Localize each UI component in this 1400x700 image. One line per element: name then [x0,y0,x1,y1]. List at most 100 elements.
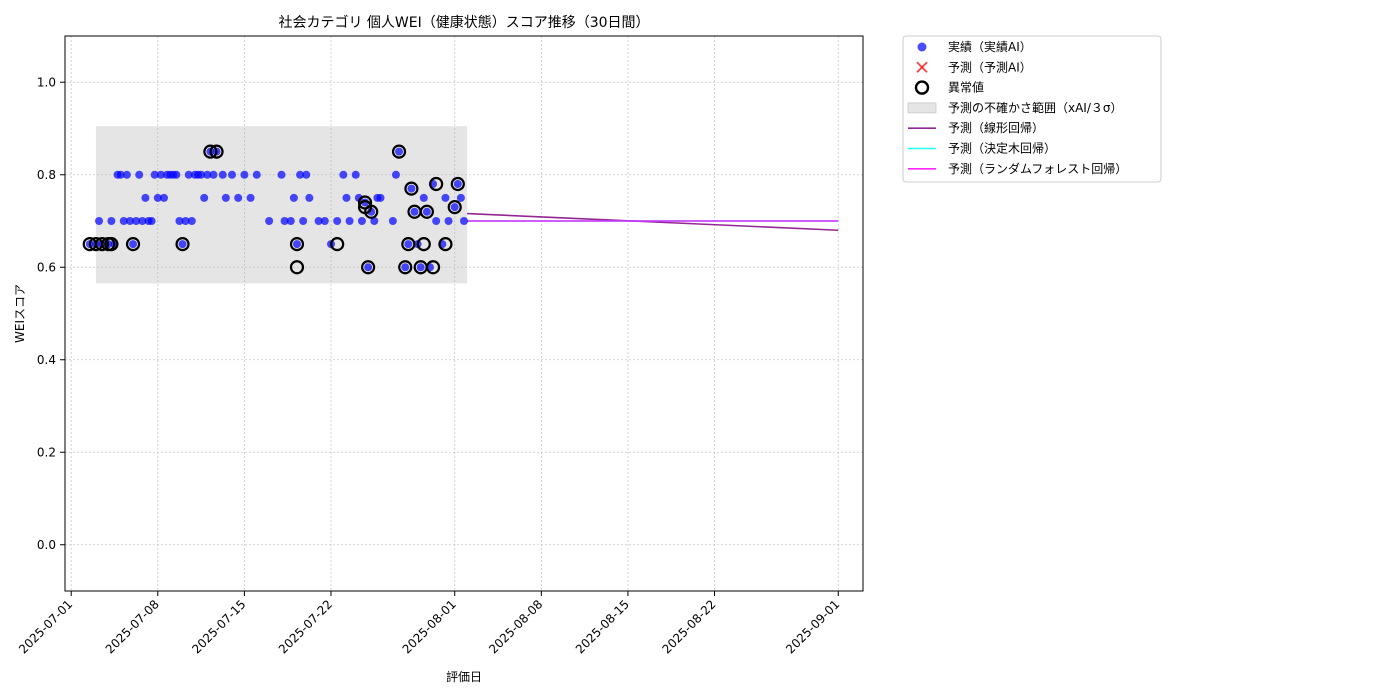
plot-area-frame [64,35,864,592]
actual-point [302,170,311,179]
actual-point [252,170,261,179]
anomaly-marker [289,237,305,252]
actual-point [159,193,168,202]
actual-point [95,217,104,225]
actual-point [401,263,410,272]
anomaly-marker [429,176,444,192]
anomaly-marker [95,237,110,252]
anomaly-marker [289,260,305,275]
anomaly-marker [416,237,431,252]
actual-point [178,240,187,249]
actual-point [153,193,162,202]
anomaly-marker [419,204,434,219]
x-axis-title: 評価日 [446,669,482,684]
anomaly-marker [425,260,441,275]
legend-entry-label: 実績（実績AI） [948,39,1032,54]
anomaly-marker [209,144,224,159]
actual-point [320,217,329,225]
legend-entry-label: 予測（線形回帰） [948,120,1044,135]
actual-point [416,263,425,272]
anomaly-marker [104,237,119,252]
actual-point [289,193,298,202]
actual-point [460,217,468,225]
forecast-lines-layer [467,212,839,232]
anomaly-marker [391,144,407,159]
actual-point [280,217,289,225]
legend-box [902,35,1162,183]
actual-point [181,217,190,225]
actual-point [116,170,125,179]
anomaly-markers-layer [82,144,465,275]
actual-point [357,217,366,225]
actual-point [404,240,413,249]
anomaly-marker [330,237,345,252]
actual-point [122,170,131,179]
actual-point [175,217,184,225]
actual-point [246,193,255,202]
anomaly-marker [125,237,141,252]
actual-point [376,193,385,202]
actual-point [296,170,305,179]
actual-point [265,217,274,225]
actual-point [432,217,441,225]
anomaly-marker [447,200,462,215]
actual-point [150,170,159,179]
actual-point [240,170,249,179]
anomaly-marker [175,237,190,252]
anomaly-marker [450,176,465,192]
actual-point [234,193,243,202]
actual-point [184,170,193,179]
actual-point [444,217,453,225]
actual-point [351,170,360,179]
actual-point [200,193,209,202]
actual-point [364,263,373,272]
actual-point [172,170,181,179]
y-tick-label: 1.0 [37,75,56,89]
actual-point [299,217,308,225]
actual-point [391,170,400,179]
actual-point [333,217,342,225]
anomaly-marker [203,144,218,159]
actual-point [218,170,227,179]
actual-point [286,217,295,225]
y-tick-label: 0.2 [37,445,56,459]
actual-point [342,193,351,202]
actual-point [147,217,156,225]
y-tick-label: 0.0 [37,538,56,552]
actual-point [339,170,348,179]
actual-point [441,193,450,202]
uncertainty-band-layer [95,126,468,284]
actual-point [141,193,150,202]
actual-point [187,217,196,225]
actual-point [305,193,314,202]
anomaly-marker [364,204,379,219]
y-tick-label: 0.6 [37,260,56,274]
actual-point [277,170,286,179]
y-tick-label: 0.8 [37,168,56,182]
anomaly-marker [404,181,419,196]
legend-marker-x-b [916,61,928,73]
anomaly-marker [361,260,376,275]
legend-entry-label: 予測（予測AI） [948,60,1032,74]
actual-point [221,193,230,202]
legend-marker-dot [917,42,927,52]
actual-point [292,240,301,249]
anomaly-marker [398,260,413,275]
actual-point [107,217,116,225]
actual-point [197,170,206,179]
actual-point [453,180,462,188]
actual-point [125,217,134,225]
chart-title: 社会カテゴリ 個人WEI（健康状態）スコア推移（30日間） [278,14,649,31]
forecast-line-2 [467,212,839,232]
anomaly-marker [401,237,416,252]
actual-point [129,240,138,249]
actual-point [138,217,147,225]
legend-entry-label: 予測の不確かさ範囲（xAI/３σ） [948,100,1123,115]
actual-point [314,217,323,225]
actual-point [395,147,404,156]
actual-point [119,217,128,225]
y-axis-ticks: 0.0 0.2 0.4 0.6 0.8 1.0 [37,75,65,552]
y-axis-title: WEIスコア [13,284,27,343]
